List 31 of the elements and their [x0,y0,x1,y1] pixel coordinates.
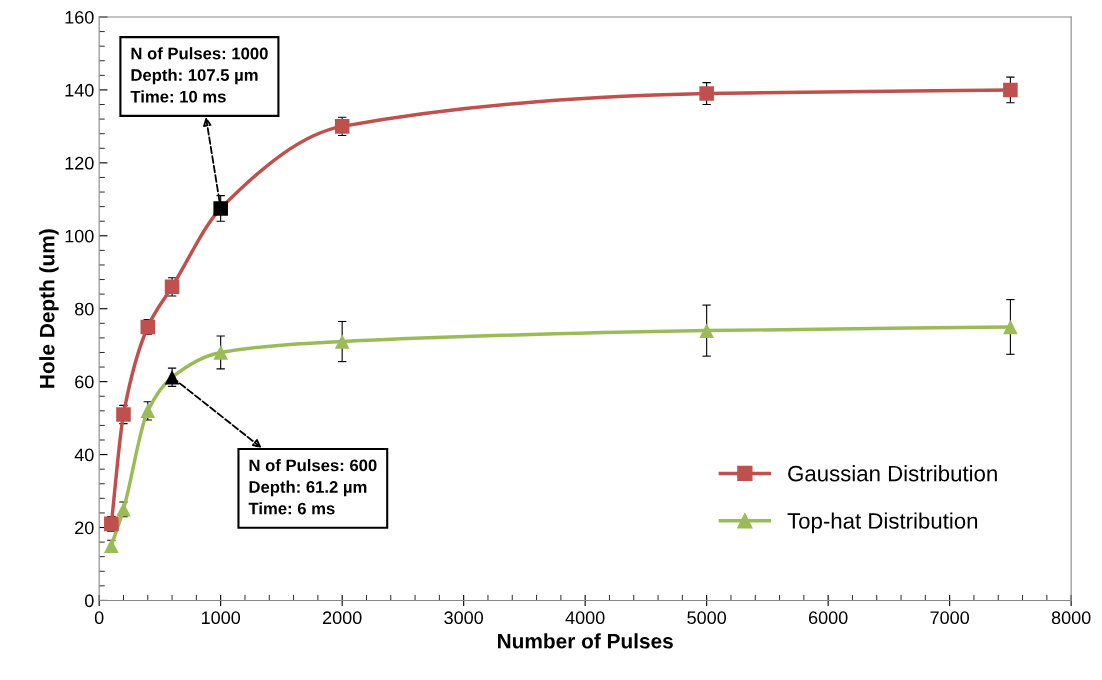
y-tick-label: 120 [65,156,94,170]
y-tick-label: 160 [65,10,94,24]
point [699,86,714,101]
y-tick-label: 20 [75,521,94,535]
point [213,201,228,216]
x-tick-label: 8000 [1051,611,1091,625]
annotation: N of Pulses: 600 Depth: 61.2 µm Time: 6 ms [248,459,377,515]
y-tick-label: 80 [75,302,94,316]
y-tick-label: 60 [75,375,94,389]
y-tick-label: 40 [74,448,94,462]
x-tick-label: 1000 [201,611,241,625]
point [1003,82,1018,98]
legend-label: Top-hat Distribution [787,512,978,534]
x-axis-title: Number of Pulses [498,633,673,649]
x-tick-label: 0 [94,611,104,625]
y-axis-title: Hole Depth (um) [39,229,59,388]
x-tick-label: 5000 [687,611,727,625]
annotation: N of Pulses: 1000 Depth: 107.5 µm Time: 10 ms [130,47,268,103]
x-tick-label: 7000 [930,611,970,625]
point [213,345,228,360]
x-tick-label: 4000 [565,611,605,625]
x-tick-label: 3000 [444,611,484,625]
x-tick-label: 6000 [808,611,848,625]
x-tick-label: 2000 [323,611,362,625]
point [1003,319,1018,335]
point [699,323,714,338]
legend-label: Gaussian Distribution [788,465,997,482]
y-tick-label: 0 [84,594,94,608]
point [334,334,350,349]
y-tick-label: 140 [65,83,94,97]
y-tick-label: 100 [65,229,94,243]
